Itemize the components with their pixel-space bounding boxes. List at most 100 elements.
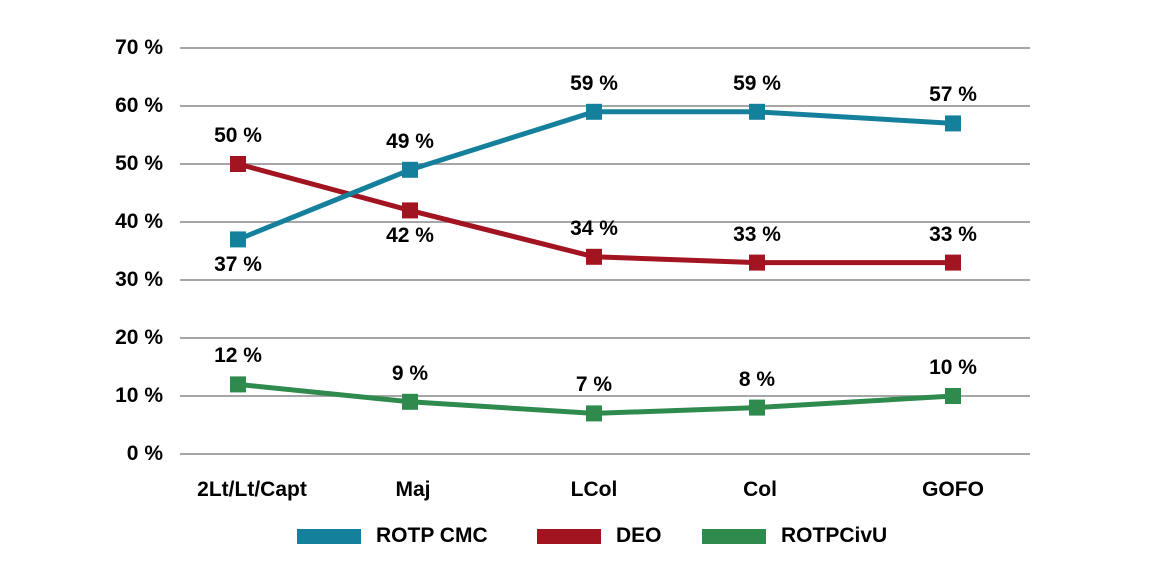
data-label-value: 57 [929, 83, 953, 107]
y-tick-suffix: % [138, 442, 163, 465]
data-label-rotpcivu-1: 9 % [340, 360, 480, 388]
data-label-suffix: % [756, 71, 781, 95]
marker-rotp-cmc-0 [230, 231, 246, 248]
x-category-text: Maj [395, 478, 431, 501]
data-label-suffix: % [593, 216, 618, 240]
x-category-label-3: Col [650, 476, 870, 504]
data-label-rotp-cmc-3: 59 % [687, 70, 827, 98]
marker-rotpcivu-0 [230, 376, 246, 393]
data-label-value: 42 [386, 224, 410, 248]
y-tick-suffix: % [138, 94, 163, 117]
y-tick-suffix: % [138, 36, 163, 59]
marker-rotp-cmc-2 [586, 103, 602, 120]
y-tick-suffix: % [138, 326, 163, 349]
data-label-rotp-cmc-2: 59 % [524, 70, 664, 98]
data-label-value: 59 [570, 71, 594, 95]
data-label-rotpcivu-3: 8 % [687, 366, 827, 394]
data-label-rotpcivu-0: 12 % [168, 342, 308, 370]
x-category-label-1: Maj [303, 476, 523, 504]
x-category-label-4: GOFO [843, 476, 1063, 504]
y-tick-value: 0 [126, 442, 139, 465]
y-tick-suffix: % [138, 384, 163, 407]
y-tick-value: 60 [115, 94, 139, 117]
data-label-suffix: % [952, 356, 977, 379]
data-label-value: 8 [738, 367, 751, 391]
y-tick-label-30: 30 % [43, 266, 163, 294]
marker-deo-1 [402, 202, 418, 219]
x-category-text: 2Lt/Lt/Capt [197, 478, 307, 501]
data-label-deo-4: 33 % [883, 221, 1023, 249]
y-tick-value: 40 [115, 210, 139, 233]
legend-swatch-rotp-cmc [297, 528, 361, 544]
data-label-value: 34 [570, 216, 594, 240]
y-tick-label-70: 70 % [43, 34, 163, 62]
data-label-deo-2: 34 % [524, 215, 664, 243]
y-tick-suffix: % [138, 152, 163, 175]
x-category-label-2: LCol [484, 476, 704, 504]
legend-label-rotpcivu: ROTPCivU [781, 524, 888, 547]
marker-rotp-cmc-4 [945, 115, 961, 132]
marker-rotpcivu-3 [749, 399, 765, 416]
legend-item-deo: DEO [537, 524, 662, 547]
data-label-deo-3: 33 % [687, 221, 827, 249]
x-category-text: Col [743, 478, 777, 501]
data-label-value: 9 [391, 361, 404, 385]
y-tick-label-10: 10 % [43, 382, 163, 410]
marker-rotp-cmc-3 [749, 103, 765, 120]
data-label-rotpcivu-2: 7 % [524, 371, 664, 399]
data-label-suffix: % [409, 129, 434, 153]
data-label-value: 50 [214, 124, 238, 147]
legend-label-deo: DEO [616, 524, 662, 547]
data-label-value: 10 [929, 356, 953, 379]
marker-rotp-cmc-1 [402, 161, 418, 178]
y-tick-suffix: % [138, 210, 163, 233]
y-tick-value: 70 [115, 36, 139, 59]
marker-deo-0 [230, 156, 246, 172]
y-tick-value: 30 [115, 268, 139, 291]
data-label-value: 33 [929, 222, 953, 246]
data-label-suffix: % [756, 222, 781, 246]
marker-rotpcivu-1 [402, 393, 418, 410]
data-label-suffix: % [593, 71, 618, 95]
data-label-suffix: % [409, 224, 434, 248]
data-label-value: 59 [733, 71, 757, 95]
data-label-suffix: % [403, 361, 429, 385]
marker-deo-3 [749, 254, 765, 271]
y-tick-label-0: 0 % [43, 440, 163, 468]
legend-swatch-rotpcivu [702, 528, 766, 544]
y-tick-label-60: 60 % [43, 92, 163, 120]
marker-rotpcivu-4 [945, 388, 961, 404]
y-tick-value: 50 [115, 152, 139, 175]
data-label-rotpcivu-4: 10 % [883, 354, 1023, 382]
y-tick-label-50: 50 % [43, 150, 163, 178]
y-tick-value: 20 [115, 326, 139, 349]
data-label-value: 7 [575, 373, 588, 397]
data-label-rotp-cmc-1: 49 % [340, 128, 480, 156]
data-label-suffix: % [587, 373, 613, 397]
data-label-suffix: % [952, 222, 977, 246]
marker-deo-2 [586, 248, 602, 265]
y-tick-suffix: % [138, 268, 163, 291]
data-label-value: 12 [214, 344, 238, 368]
y-tick-value: 10 [115, 384, 139, 407]
legend-item-rotp-cmc: ROTP CMC [297, 524, 488, 547]
x-category-text: LCol [570, 478, 618, 501]
y-tick-label-40: 40 % [43, 208, 163, 236]
legend-label-rotp-cmc: ROTP CMC [376, 524, 488, 547]
marker-rotpcivu-2 [586, 405, 602, 422]
data-label-deo-1: 42 % [340, 222, 480, 250]
data-label-suffix: % [237, 124, 262, 147]
legend-swatch-deo [537, 528, 601, 544]
data-label-value: 49 [386, 129, 410, 153]
data-label-value: 33 [733, 222, 757, 246]
legend-item-rotpcivu: ROTPCivU [702, 524, 888, 547]
data-label-rotp-cmc-0: 37 % [168, 251, 308, 279]
marker-deo-4 [945, 254, 961, 271]
data-label-suffix: % [750, 367, 776, 391]
data-label-rotp-cmc-4: 57 % [883, 81, 1023, 109]
data-label-value: 37 [214, 253, 238, 277]
y-tick-label-20: 20 % [43, 324, 163, 352]
data-label-suffix: % [237, 253, 262, 277]
